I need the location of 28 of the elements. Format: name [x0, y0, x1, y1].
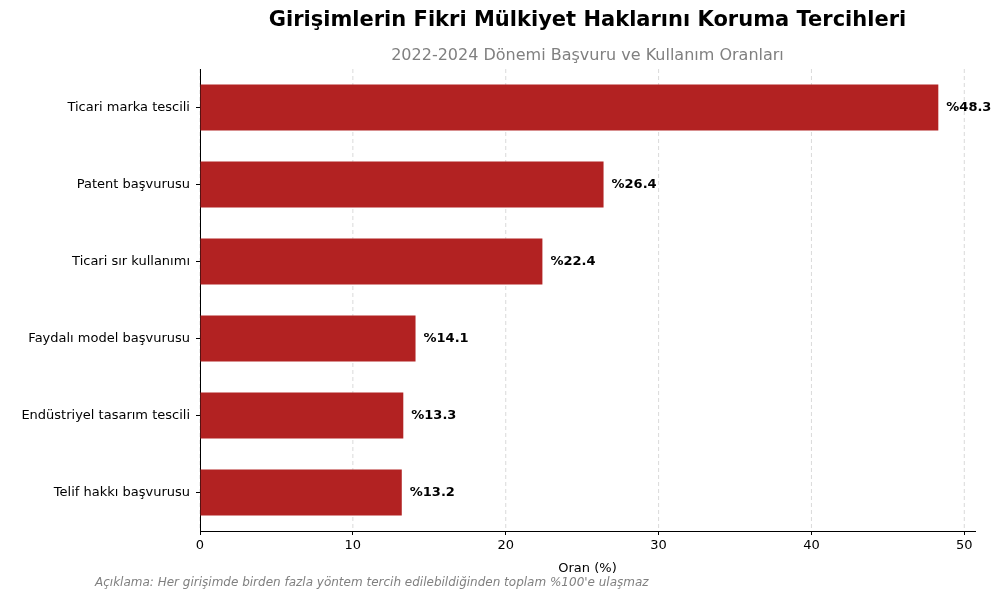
data-label: %48.3 — [946, 98, 992, 114]
x-tick-label: 50 — [956, 537, 973, 553]
bar — [200, 84, 939, 131]
y-tick-label: Telif hakkı başvurusu — [52, 483, 190, 499]
y-tick-label: Ticari sır kullanımı — [71, 252, 190, 268]
y-tick-label: Faydalı model başvurusu — [28, 329, 190, 345]
data-label: %13.3 — [411, 406, 457, 422]
chart-subtitle: 2022-2024 Dönemi Başvuru ve Kullanım Oranları — [391, 45, 784, 65]
data-label: %26.4 — [611, 175, 657, 191]
data-label: %14.1 — [423, 329, 469, 345]
x-tick-label: 30 — [650, 537, 667, 553]
x-tick-label: 40 — [803, 537, 820, 553]
x-tick-label: 20 — [497, 537, 514, 553]
bar — [200, 238, 543, 285]
text: Açıklama: Her girişimde birden fazla yöntem tercih edilebildiğinden toplam %100'e ulaşmaz — [95, 575, 649, 590]
y-tick-label: Ticari marka tescili — [66, 98, 190, 114]
x-tick-label: 10 — [344, 537, 362, 553]
chart-title: Girişimlerin Fikri Mülkiyet Haklarını Koruma Tercihleri — [268, 7, 907, 32]
x-tick-label: 0 — [195, 537, 205, 553]
bar — [200, 161, 604, 208]
bar — [200, 469, 402, 516]
data-label: %22.4 — [550, 252, 596, 268]
bar — [200, 392, 404, 439]
y-tick-label: Patent başvurusu — [76, 175, 190, 191]
data-label: %13.2 — [409, 483, 455, 499]
x-axis-title: Oran (%) — [558, 559, 617, 575]
bar — [200, 315, 416, 362]
y-tick-label: Endüstriyel tasarım tescili — [21, 406, 190, 422]
